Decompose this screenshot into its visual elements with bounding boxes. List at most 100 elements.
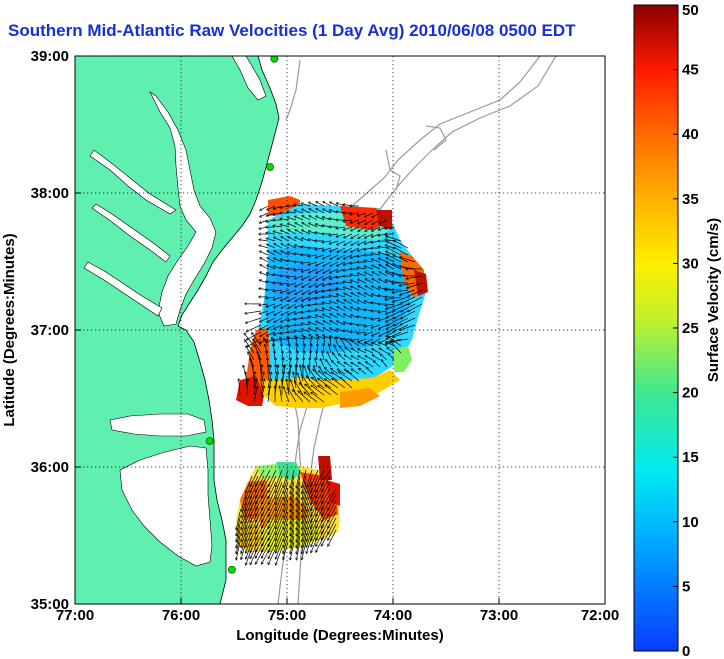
velocity-arrow [246, 505, 253, 523]
velocity-arrow [290, 505, 295, 524]
velocity-arrow [274, 237, 283, 242]
velocity-arrow [241, 511, 247, 529]
velocity-arrow [328, 529, 337, 546]
james-river [83, 261, 163, 317]
velocity-arrow [295, 296, 304, 301]
velocity-arrow [316, 321, 325, 326]
velocity-arrow [385, 226, 395, 229]
velocity-arrow [259, 310, 269, 314]
velocity-arrow [401, 317, 416, 325]
velocity-arrow [246, 493, 253, 511]
velocity-arrow [321, 487, 331, 504]
velocity-arrow [337, 321, 346, 326]
velocity-arrow [311, 469, 319, 487]
velocity-arrow [256, 511, 265, 528]
velocity-arrow [379, 348, 388, 354]
velocity-arrow [406, 275, 423, 279]
velocity-arrow [343, 219, 353, 221]
velocity-arrow [236, 535, 241, 554]
velocity-arrow [302, 511, 307, 530]
velocity-arrow [276, 475, 283, 493]
velocity-arrow [357, 268, 367, 270]
velocity-arrow [253, 365, 255, 382]
velocity-arrow [256, 505, 265, 522]
velocity-arrow [344, 362, 353, 368]
velocity-arrow [330, 307, 339, 312]
velocity-arrow [311, 511, 319, 529]
pamlico-sound [119, 445, 213, 567]
velocity-arrow [309, 216, 318, 221]
velocity-arrow [386, 324, 395, 329]
velocity-arrow [385, 240, 395, 242]
velocity-arrow [387, 310, 402, 318]
velocity-arrow [312, 378, 325, 389]
map-grid [75, 56, 605, 604]
velocity-arrow [344, 247, 353, 252]
velocity-arrow [308, 317, 318, 319]
velocity-arrow [276, 505, 283, 523]
velocity-arrow [372, 226, 381, 231]
velocity-arrow [321, 475, 331, 492]
velocity-arrow [394, 303, 409, 311]
velocity-arrow [287, 212, 297, 214]
velocity-arrow [256, 487, 265, 504]
velocity-arrow [260, 205, 269, 210]
colorbar-tick-label: 15 [682, 449, 699, 466]
x-tick-label: 75:00 [268, 607, 306, 624]
velocity-arrow [260, 324, 269, 329]
velocity-arrow [359, 369, 367, 375]
velocity-arrow [311, 475, 319, 493]
velocity-arrow [301, 268, 311, 272]
velocity-arrow [399, 282, 416, 286]
velocity-arrow [266, 296, 276, 298]
velocity-arrow [298, 391, 311, 403]
velocity-arrow [246, 317, 262, 323]
velocity-arrow [306, 523, 313, 541]
velocity-arrow [250, 541, 259, 558]
colorbar-tick-label: 0 [682, 643, 690, 659]
velocity-arrow [296, 337, 297, 347]
velocity-arrow [358, 293, 367, 298]
velocity-arrow [330, 202, 339, 207]
velocity-arrow [408, 303, 423, 312]
velocity-arrow [321, 469, 331, 486]
velocity-arrow [256, 541, 265, 558]
velocity-arrow [408, 289, 423, 297]
velocity-arrow [330, 247, 339, 252]
velocity-arrow [371, 259, 381, 263]
velocity-arrow [306, 475, 313, 493]
velocity-arrow [316, 535, 325, 552]
velocity-arrow [288, 237, 297, 242]
x-axis-label: Longitude (Degrees:Minutes) [236, 627, 444, 644]
velocity-arrow [323, 275, 332, 280]
velocity-arrow [309, 202, 318, 207]
velocity-arrow [329, 301, 339, 305]
velocity-arrow [316, 282, 325, 287]
velocity-arrow [378, 252, 388, 256]
velocity-arrow [268, 541, 277, 558]
velocity-arrow [358, 356, 367, 361]
velocity-arrow [283, 499, 289, 517]
velocity-arrow [357, 212, 367, 216]
velocity-arrow [260, 331, 269, 336]
velocity-arrow [308, 254, 318, 256]
velocity-arrow [394, 310, 409, 319]
velocity-arrow [309, 268, 318, 273]
velocity-arrow [290, 517, 295, 536]
velocity-arrow [319, 367, 325, 375]
velocity-arrow [295, 223, 304, 228]
velocity-arrow [323, 261, 332, 266]
velocity-arrow [254, 372, 255, 389]
velocity-arrow [236, 541, 241, 560]
velocity-arrow [386, 251, 395, 256]
velocity-arrow [267, 265, 276, 270]
velocity-arrow [379, 272, 388, 277]
velocity-arrow [288, 244, 297, 249]
velocity-arrow [268, 365, 269, 375]
velocity-arrow [250, 547, 259, 564]
velocity-arrow [372, 219, 381, 224]
velocity-arrow [313, 369, 325, 382]
velocity-arrow [302, 481, 307, 500]
velocity-arrow [260, 338, 269, 343]
velocity-arrow [262, 493, 271, 510]
